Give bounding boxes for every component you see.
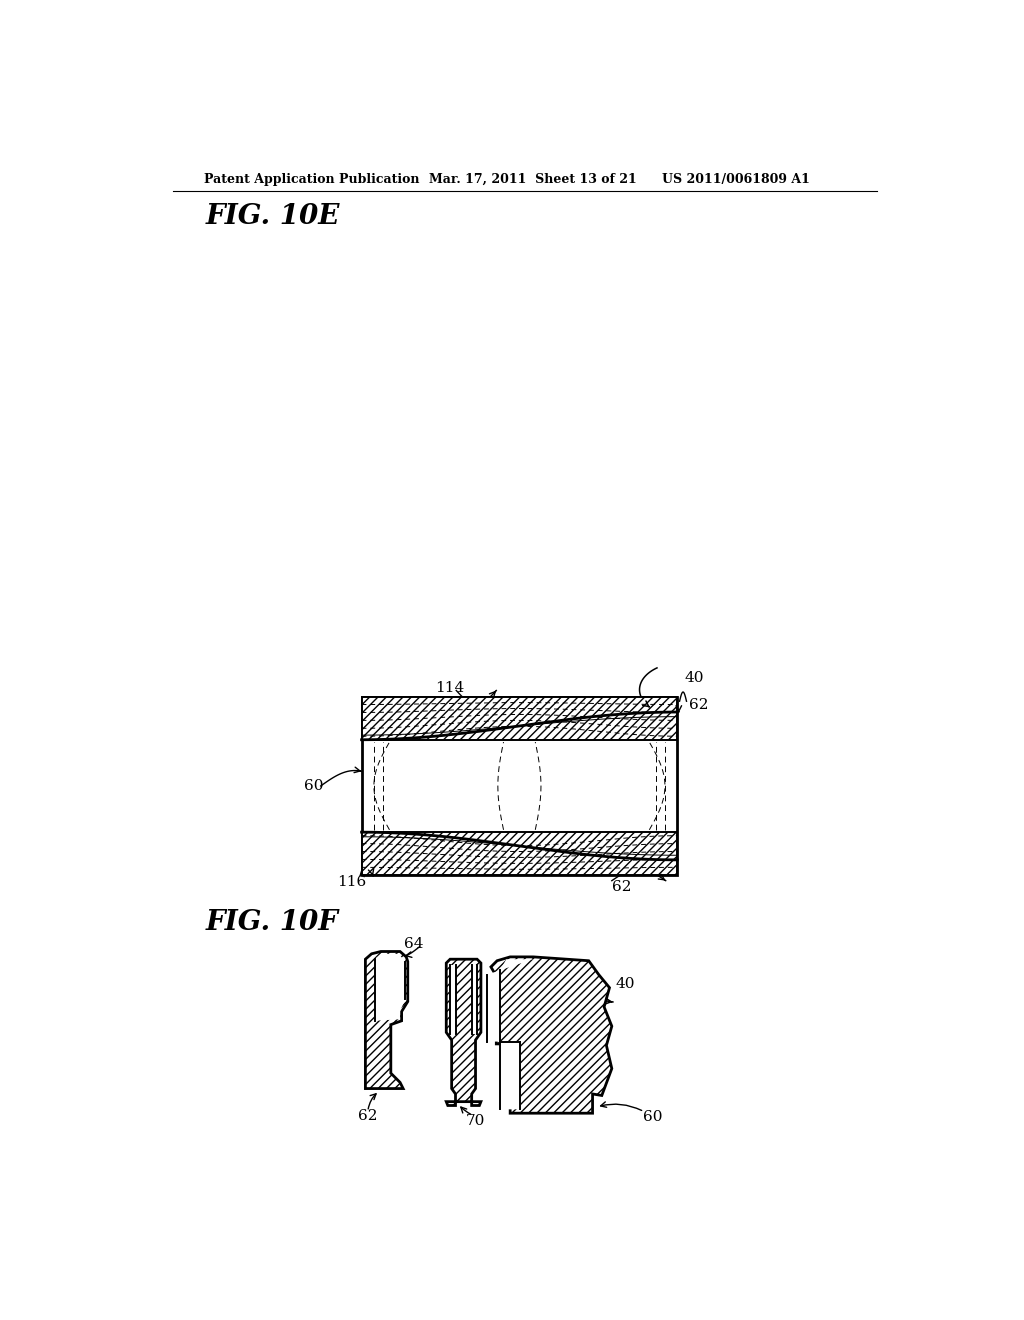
Polygon shape [487, 960, 534, 1109]
Polygon shape [366, 952, 408, 1089]
Text: 64: 64 [403, 937, 423, 950]
Text: 70: 70 [466, 1114, 485, 1127]
Text: US 2011/0061809 A1: US 2011/0061809 A1 [662, 173, 810, 186]
Text: 60: 60 [643, 1110, 663, 1125]
Text: FIG. 10F: FIG. 10F [206, 908, 339, 936]
Polygon shape [375, 954, 406, 1020]
Text: 116: 116 [337, 875, 367, 890]
Text: FIG. 10E: FIG. 10E [206, 203, 340, 230]
Text: 62: 62 [357, 1109, 377, 1122]
Text: 40: 40 [615, 977, 635, 991]
Polygon shape [446, 960, 481, 1106]
Polygon shape [490, 957, 611, 1113]
Bar [361, 697, 677, 875]
Text: Patent Application Publication: Patent Application Publication [204, 173, 419, 186]
Bar [361, 832, 677, 875]
Text: 114: 114 [435, 681, 464, 696]
Bar [408, 932, 500, 1102]
Text: Mar. 17, 2011  Sheet 13 of 21: Mar. 17, 2011 Sheet 13 of 21 [429, 173, 637, 186]
Polygon shape [451, 965, 456, 1034]
Text: 40: 40 [685, 671, 705, 685]
Text: 62: 62 [689, 698, 709, 711]
Text: 60: 60 [304, 779, 324, 793]
Bar [361, 697, 677, 739]
Text: 62: 62 [611, 880, 632, 894]
Polygon shape [472, 965, 477, 1034]
